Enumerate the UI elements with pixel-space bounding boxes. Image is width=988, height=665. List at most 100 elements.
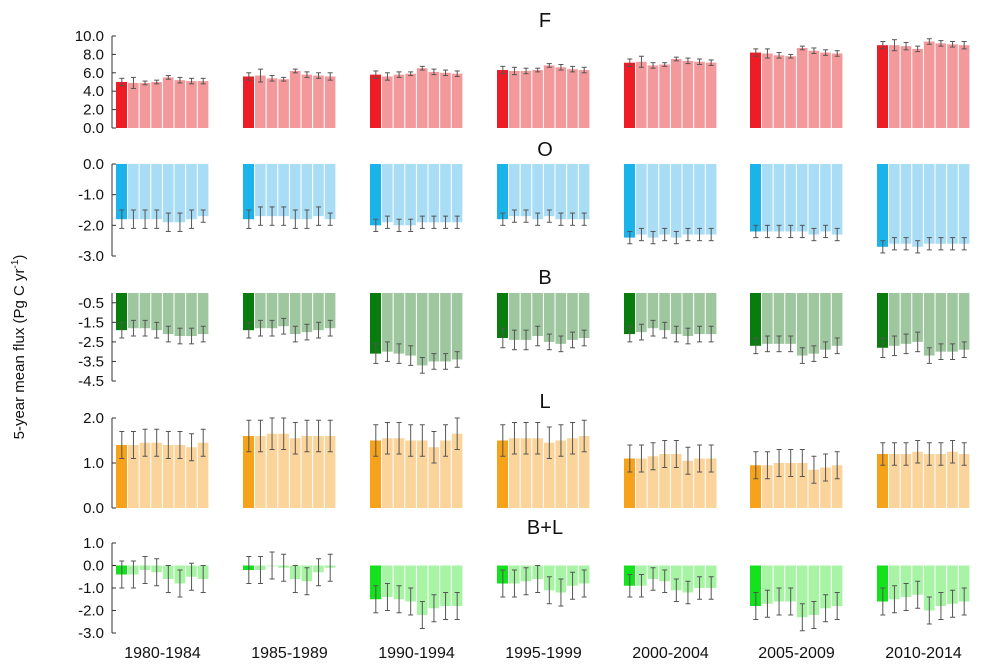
bar-b (381, 293, 393, 352)
bar-f (831, 53, 843, 129)
bar-b-l (900, 565, 912, 597)
bar-f (451, 73, 463, 128)
bar-f (819, 52, 831, 129)
bar-l (578, 436, 590, 508)
bar-f (784, 56, 796, 128)
bar-b (658, 293, 670, 331)
y-tick-label: -1.5 (78, 314, 104, 331)
bar-l (416, 440, 428, 508)
bar-l (958, 454, 970, 508)
bar-l (888, 454, 900, 508)
bar-b (254, 293, 266, 329)
bar-b-l (404, 565, 416, 602)
bar-l (381, 438, 393, 508)
y-tick-label: -3.5 (78, 353, 104, 370)
bar-f (693, 61, 705, 129)
bar-l (277, 433, 289, 508)
bar-b (497, 293, 509, 338)
bar-f (958, 45, 970, 129)
bar-b (831, 293, 843, 346)
bar-l (174, 445, 186, 508)
bar-b (127, 293, 139, 329)
bar-f (946, 44, 958, 128)
bar-b (761, 293, 773, 344)
bar-f (808, 50, 820, 128)
y-tick-label: -2.5 (78, 334, 104, 351)
bar-o (693, 164, 705, 235)
bar-b-l (761, 565, 773, 604)
bar-b (439, 293, 451, 362)
y-tick-label: 1.0 (83, 535, 104, 552)
bar-b (451, 293, 463, 360)
bar-l (658, 454, 670, 508)
bar-o (531, 164, 543, 220)
bar-f (773, 55, 785, 128)
bar-b (416, 293, 428, 366)
y-tick-label: -3.0 (78, 625, 104, 642)
bar-f (266, 78, 278, 128)
panel-f: F 0.02.0 4.06.0 8.010.0 (75, 10, 970, 137)
bar-f (705, 62, 717, 128)
bar-f (127, 82, 139, 128)
bar-b (428, 293, 440, 362)
bar-f (439, 72, 451, 128)
bar-o (647, 164, 659, 238)
panel-title-b-l: B+L (527, 517, 563, 539)
bar-b (888, 293, 900, 346)
bar-b (370, 293, 382, 354)
bar-b (197, 293, 209, 335)
bar-f (555, 67, 567, 128)
bar-l (370, 440, 382, 508)
bar-o (808, 164, 820, 235)
bar-b-l (750, 565, 762, 606)
bar-o (393, 164, 405, 226)
bar-b-l (416, 565, 428, 615)
bar-b-l (946, 565, 958, 604)
panel-title-l: L (539, 391, 550, 413)
bar-o (266, 164, 278, 217)
bar-b-l (784, 565, 796, 602)
bar-b-l (370, 565, 382, 600)
bar-f (624, 62, 636, 128)
bar-b-l (796, 565, 808, 618)
bar-l (150, 442, 162, 508)
bar-b (923, 293, 935, 356)
bar-o (935, 164, 947, 244)
bar-l (543, 442, 555, 508)
bar-f (416, 68, 428, 128)
bar-b (312, 293, 324, 331)
bar-f (162, 77, 174, 128)
bar-b (958, 293, 970, 350)
bar-l (693, 458, 705, 508)
bar-l (808, 469, 820, 508)
bar-b (693, 293, 705, 335)
bar-b (935, 293, 947, 352)
bar-f (900, 46, 912, 129)
bar-o (185, 164, 197, 220)
bar-l (923, 454, 935, 508)
bar-o (911, 164, 923, 247)
bar-b (624, 293, 636, 335)
bar-o (174, 164, 186, 223)
bar-b (682, 293, 694, 337)
bar-f (139, 82, 151, 128)
bar-l (289, 438, 301, 508)
bar-b-l (888, 565, 900, 600)
bar-o (127, 164, 139, 220)
bar-o (635, 164, 647, 235)
y-tick-label: -0.5 (78, 295, 104, 312)
bar-l (531, 438, 543, 508)
y-tick-label: 1.0 (83, 455, 104, 472)
bar-o (508, 164, 520, 217)
bar-l (819, 467, 831, 508)
period-label: 1980-1984 (124, 645, 201, 662)
bar-o (750, 164, 762, 232)
y-tick-label: 0.0 (83, 156, 104, 173)
bar-f (750, 52, 762, 129)
bar-o (451, 164, 463, 223)
bar-b (243, 293, 255, 331)
bar-b (705, 293, 717, 335)
bar-b-l (935, 565, 947, 606)
bar-b-l (428, 565, 440, 609)
